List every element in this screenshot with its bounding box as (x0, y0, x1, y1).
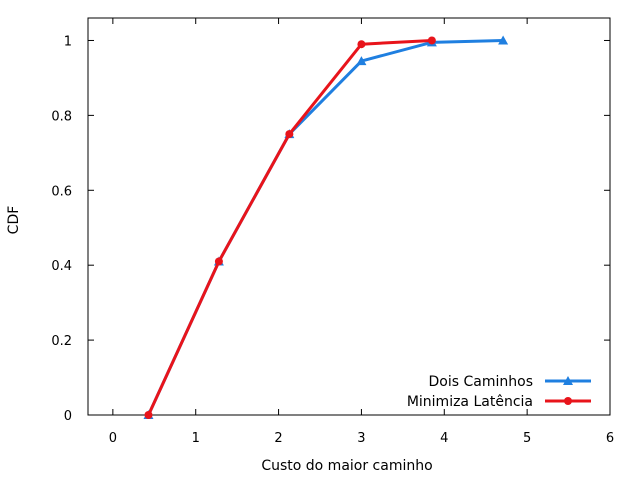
y-tick-label: 0.8 (51, 109, 72, 124)
y-axis-label: CDF (6, 206, 22, 235)
y-tick-label: 0.6 (51, 184, 72, 199)
x-tick-label: 2 (274, 431, 282, 446)
series-layer (143, 35, 509, 419)
x-tick-label: 3 (357, 431, 365, 446)
data-point (214, 257, 223, 266)
series-0 (143, 35, 509, 419)
data-point (144, 411, 153, 419)
data-point (285, 130, 294, 139)
y-tick-label: 0 (64, 409, 72, 424)
x-tick-label: 6 (606, 431, 614, 446)
legend-label: Minimiza Latência (407, 394, 533, 410)
plot-frame (87, 17, 611, 416)
x-tick-label: 5 (523, 431, 531, 446)
x-tick-label: 4 (440, 431, 448, 446)
legend-label: Dois Caminhos (429, 374, 533, 390)
data-point (498, 35, 509, 45)
x-axis: 0 1 2 3 4 5 6 (109, 18, 614, 446)
series-1 (144, 36, 436, 419)
x-tick-label: 1 (192, 431, 200, 446)
data-point (357, 40, 366, 49)
y-axis: 0 0.2 0.4 0.6 0.8 1 (51, 34, 610, 424)
legend-marker (563, 376, 573, 385)
series-line (147, 38, 504, 416)
y-tick-label: 0.2 (51, 334, 72, 349)
series-line (147, 38, 432, 416)
legend: Dois Caminhos Minimiza Latência (407, 374, 591, 410)
x-tick-label: 0 (109, 431, 117, 446)
data-point (427, 36, 436, 45)
y-tick-label: 1 (64, 34, 72, 49)
data-point (356, 56, 367, 66)
x-axis-label: Custo do maior caminho (261, 458, 432, 474)
legend-marker (564, 397, 572, 405)
y-tick-label: 0.4 (51, 259, 72, 274)
